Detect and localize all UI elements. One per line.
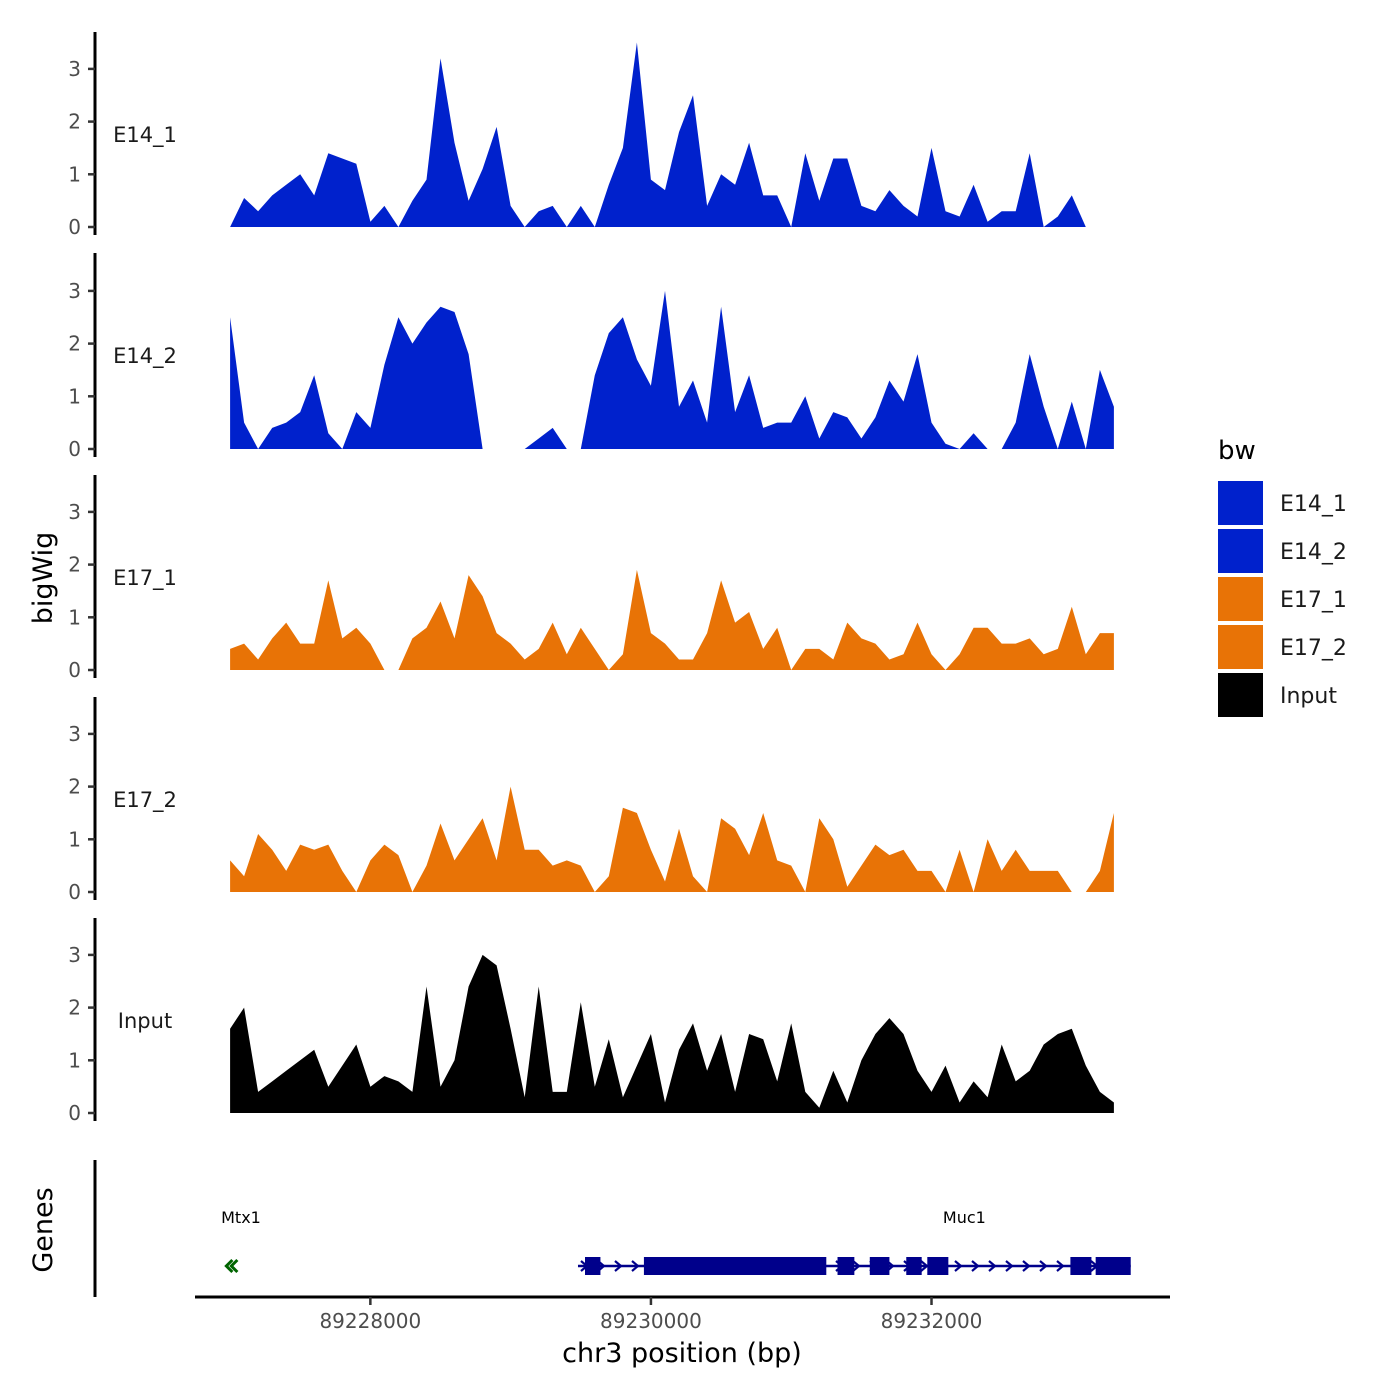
y-tick-label: 3 <box>68 500 81 524</box>
y-tick-label: 3 <box>68 943 81 967</box>
x-tick-label: 89228000 <box>319 1309 421 1333</box>
x-axis: 89228000 89230000 89232000 <box>195 1295 1170 1333</box>
coverage-area-E14_2 <box>230 290 1114 449</box>
y-tick-label: 1 <box>68 827 81 851</box>
legend-item-E14_2: E14_2 <box>1218 529 1347 573</box>
track-E14_2: 0 1 2 3 E14_2 <box>68 253 1114 461</box>
track-E17_2: 0 1 2 3 E17_2 <box>68 697 1114 904</box>
legend-swatch <box>1218 529 1263 573</box>
y-tick-label: 0 <box>68 215 81 239</box>
track-label-E17_2: E17_2 <box>113 788 177 813</box>
legend-swatch <box>1218 625 1263 669</box>
coverage-area-Input <box>230 954 1114 1113</box>
gene-track: Mtx1 Muc1 <box>93 1160 1131 1297</box>
legend-item-Input: Input <box>1218 673 1337 717</box>
strand-arrow <box>1022 1260 1031 1272</box>
y-tick-label: 3 <box>68 57 81 81</box>
strand-arrow <box>954 1260 963 1272</box>
coverage-area-E17_2 <box>230 786 1114 892</box>
genes-axis-title: Genes <box>28 1187 59 1272</box>
strand-arrow <box>1039 1260 1048 1272</box>
y-tick-label: 3 <box>68 279 81 303</box>
legend-swatch <box>1218 481 1263 525</box>
y-tick-label: 2 <box>68 775 81 799</box>
gene-exon <box>585 1257 601 1275</box>
legend-swatch <box>1218 673 1263 717</box>
track-label-E14_2: E14_2 <box>113 344 177 369</box>
track-E14_1: 0 1 2 3 E14_1 <box>68 32 1114 239</box>
legend-label: Input <box>1280 684 1337 709</box>
x-axis-title: chr3 position (bp) <box>562 1338 802 1369</box>
y-axis-title: bigWig <box>28 532 59 625</box>
gene-exon <box>837 1257 855 1275</box>
coverage-area-E17_1 <box>230 569 1114 670</box>
legend-label: E14_2 <box>1280 540 1347 565</box>
coverage-area-E14_1 <box>230 42 1114 227</box>
strand-arrow <box>920 1260 929 1272</box>
legend-swatch <box>1218 577 1263 621</box>
legend-item-E17_2: E17_2 <box>1218 625 1347 669</box>
legend-item-E17_1: E17_1 <box>1218 577 1347 621</box>
gene-exon <box>906 1257 922 1275</box>
track-E17_1: 0 1 2 3 E17_1 <box>68 475 1114 682</box>
gene-exon <box>1070 1257 1092 1275</box>
strand-arrow <box>988 1260 997 1272</box>
legend-label: E17_2 <box>1280 636 1347 661</box>
strand-arrow <box>224 1258 239 1274</box>
gene-exon <box>869 1257 890 1275</box>
y-tick-label: 1 <box>68 384 81 408</box>
y-tick-label: 2 <box>68 332 81 356</box>
gene-label-Muc1: Muc1 <box>943 1208 986 1227</box>
strand-arrow <box>1005 1260 1014 1272</box>
y-tick-label: 2 <box>68 996 81 1020</box>
legend-label: E17_1 <box>1280 588 1347 613</box>
y-tick-label: 1 <box>68 1048 81 1072</box>
y-tick-label: 0 <box>68 658 81 682</box>
gene-label-Mtx1: Mtx1 <box>221 1208 261 1227</box>
gene-exon <box>927 1257 949 1275</box>
strand-arrow <box>971 1260 980 1272</box>
legend-label: E14_1 <box>1280 492 1347 517</box>
track-label-E14_1: E14_1 <box>113 123 177 148</box>
gene-exon <box>1095 1257 1131 1275</box>
strand-arrow <box>614 1260 623 1272</box>
x-tick-label: 89232000 <box>881 1309 983 1333</box>
gene-Mtx1: Mtx1 <box>221 1208 261 1274</box>
y-tick-label: 0 <box>68 880 81 904</box>
legend-item-E14_1: E14_1 <box>1218 481 1347 525</box>
legend-title: bw <box>1218 436 1256 466</box>
y-tick-label: 2 <box>68 553 81 577</box>
track-label-E17_1: E17_1 <box>113 566 177 591</box>
y-tick-label: 1 <box>68 605 81 629</box>
y-tick-label: 1 <box>68 162 81 186</box>
strand-arrow <box>1056 1260 1065 1272</box>
gene-Muc1: Muc1 <box>577 1208 1131 1275</box>
y-tick-label: 3 <box>68 722 81 746</box>
track-label-Input: Input <box>118 1009 172 1033</box>
y-tick-label: 0 <box>68 437 81 461</box>
coverage-tracks: 0 1 2 3 E14_1 0 1 2 3 E14_2 0 1 2 3 E17_1 0 1 2 3 E17_2 0 1 2 3… <box>68 32 1114 1125</box>
y-tick-label: 2 <box>68 110 81 134</box>
gene-exon <box>643 1257 827 1275</box>
strand-arrow <box>631 1260 640 1272</box>
x-tick-label: 89230000 <box>600 1309 702 1333</box>
legend: bw E14_1 E14_2 E17_1 E17_2 Input <box>1218 436 1347 717</box>
y-tick-label: 0 <box>68 1101 81 1125</box>
track-Input: 0 1 2 3 Input <box>68 918 1114 1125</box>
strand-arrow <box>852 1260 861 1272</box>
